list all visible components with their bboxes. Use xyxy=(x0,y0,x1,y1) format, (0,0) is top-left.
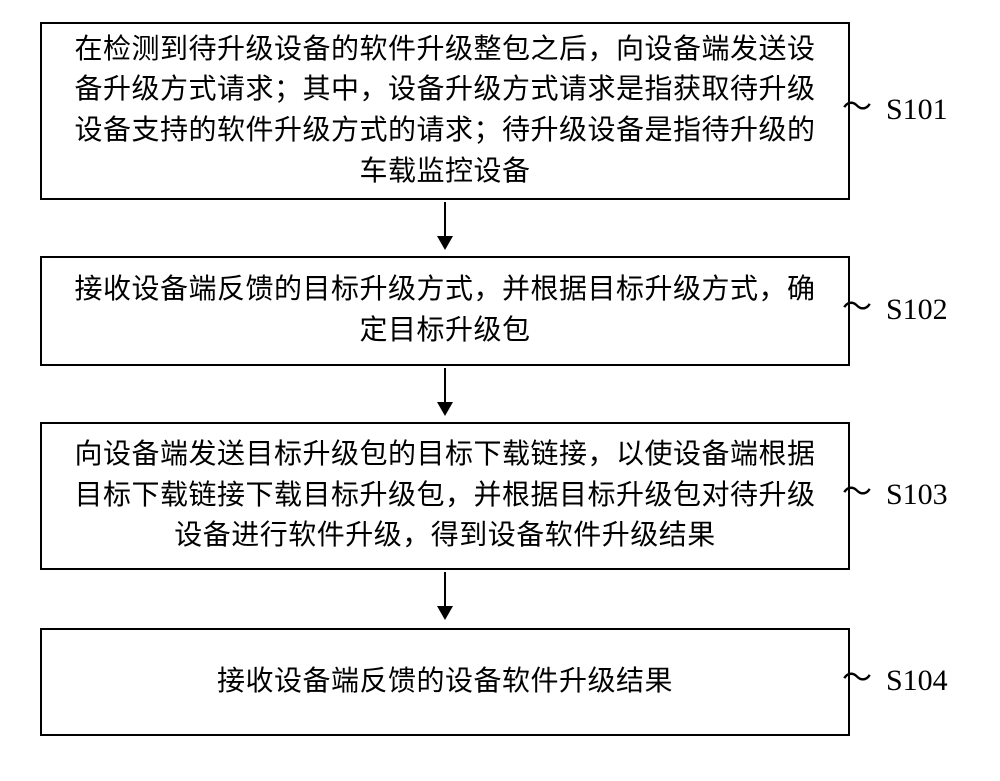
step-box-s101: 在检测到待升级设备的软件升级整包之后，向设备端发送设备升级方式请求；其中，设备升… xyxy=(40,22,850,200)
flowchart-canvas: 在检测到待升级设备的软件升级整包之后，向设备端发送设备升级方式请求；其中，设备升… xyxy=(0,0,1000,781)
step-text-s101: 在检测到待升级设备的软件升级整包之后，向设备端发送设备升级方式请求；其中，设备升… xyxy=(62,30,828,192)
step-label-s101: S101 xyxy=(886,93,948,127)
arrow-2 xyxy=(433,368,457,416)
step-label-s102: S102 xyxy=(886,293,948,327)
step-label-s104: S104 xyxy=(886,664,948,698)
arrow-1 xyxy=(433,202,457,250)
step-box-s104: 接收设备端反馈的设备软件升级结果 xyxy=(40,628,850,736)
step-text-s103: 向设备端发送目标升级包的目标下载链接，以使设备端根据目标下载链接下载目标升级包，… xyxy=(62,435,828,557)
step-text-s102: 接收设备端反馈的目标升级方式，并根据目标升级方式，确定目标升级包 xyxy=(62,270,828,351)
connector-s102: 〜 xyxy=(842,293,872,323)
step-box-s103: 向设备端发送目标升级包的目标下载链接，以使设备端根据目标下载链接下载目标升级包，… xyxy=(40,422,850,570)
step-label-s103: S103 xyxy=(886,478,948,512)
connector-s101: 〜 xyxy=(842,93,872,123)
arrow-3 xyxy=(433,572,457,620)
step-box-s102: 接收设备端反馈的目标升级方式，并根据目标升级方式，确定目标升级包 xyxy=(40,256,850,366)
connector-s103: 〜 xyxy=(842,478,872,508)
step-text-s104: 接收设备端反馈的设备软件升级结果 xyxy=(217,662,673,703)
connector-s104: 〜 xyxy=(842,664,872,694)
